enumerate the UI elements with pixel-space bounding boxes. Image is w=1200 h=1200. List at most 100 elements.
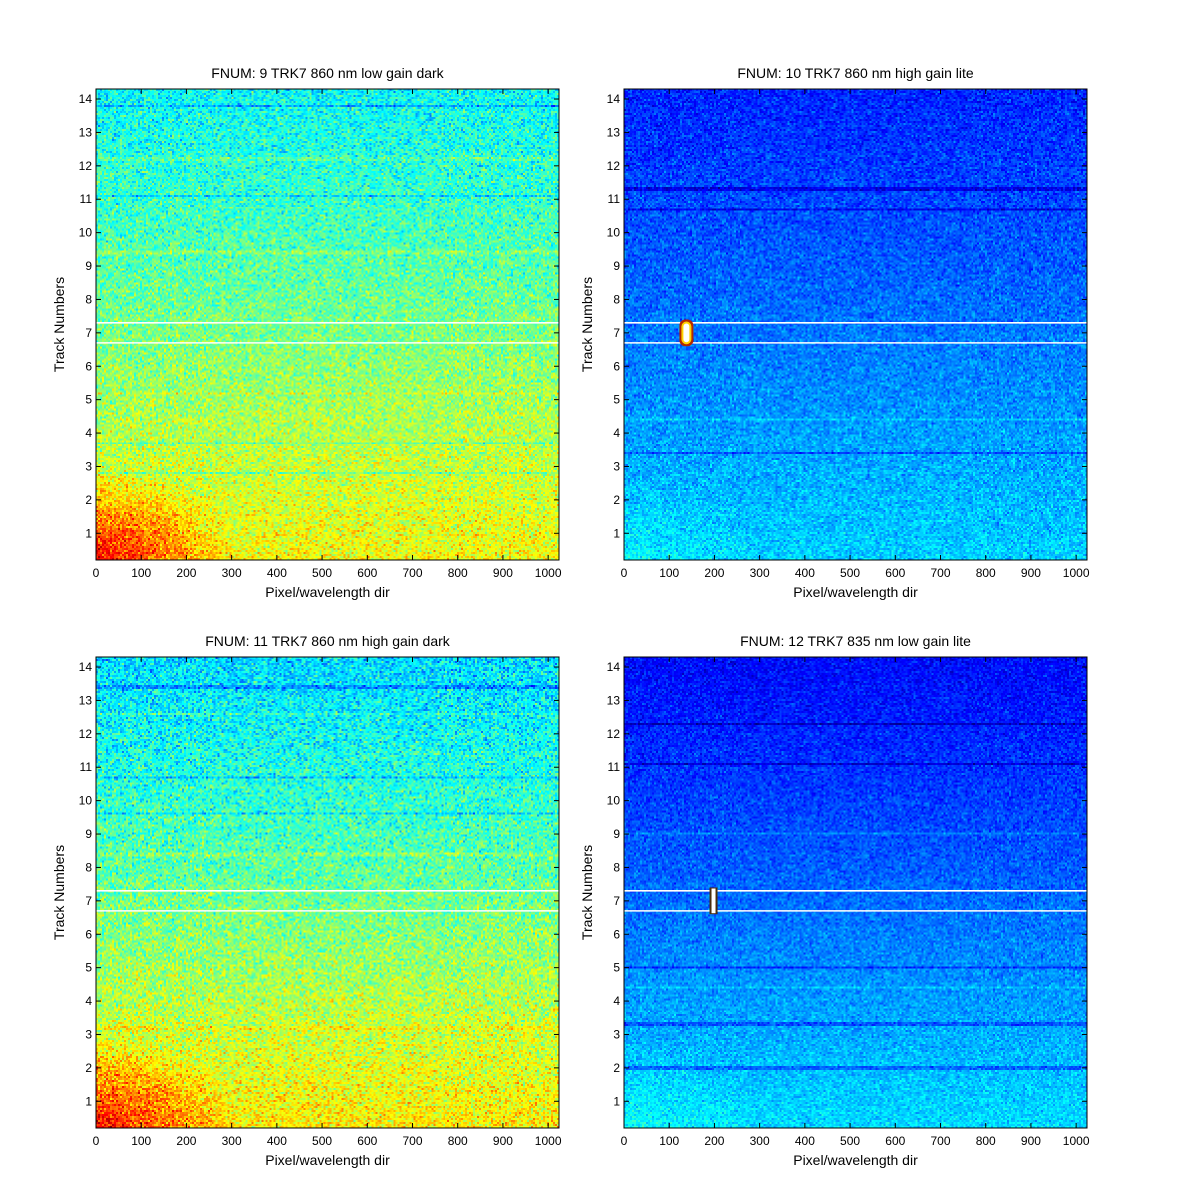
x-tick-label: 300 bbox=[750, 1134, 770, 1148]
x-tick-label: 500 bbox=[840, 1134, 860, 1148]
y-tick-label: 1 bbox=[613, 526, 620, 540]
x-tick-label: 900 bbox=[1021, 1134, 1041, 1148]
x-tick-label: 0 bbox=[93, 1134, 100, 1148]
x-tick-label: 400 bbox=[267, 1134, 287, 1148]
y-tick-label: 4 bbox=[613, 994, 620, 1008]
x-tick-label: 200 bbox=[704, 566, 724, 580]
y-tick-label: 12 bbox=[607, 159, 621, 173]
x-tick-label: 900 bbox=[1021, 566, 1041, 580]
y-axis-label: Track Numbers bbox=[51, 845, 67, 940]
x-tick-label: 1000 bbox=[1063, 566, 1090, 580]
x-tick-label: 0 bbox=[621, 1134, 628, 1148]
y-tick-label: 9 bbox=[85, 827, 92, 841]
x-tick-label: 800 bbox=[976, 1134, 996, 1148]
axes-frame bbox=[623, 88, 1088, 561]
y-tick-label: 13 bbox=[607, 693, 621, 707]
y-tick-label: 8 bbox=[85, 292, 92, 306]
panel-title: FNUM: 9 TRK7 860 nm low gain dark bbox=[211, 65, 444, 81]
y-tick-label: 9 bbox=[613, 259, 620, 273]
hot-spot-core bbox=[711, 888, 716, 914]
hot-spot-core bbox=[683, 323, 690, 343]
x-tick-label: 500 bbox=[840, 566, 860, 580]
y-tick-label: 11 bbox=[80, 760, 93, 774]
x-tick-label: 100 bbox=[659, 566, 679, 580]
x-tick-label: 500 bbox=[312, 566, 332, 580]
heatmap-image bbox=[96, 89, 559, 560]
y-axis-label: Track Numbers bbox=[51, 277, 67, 372]
y-tick-label: 1 bbox=[613, 1094, 620, 1108]
panel-title: FNUM: 11 TRK7 860 nm high gain dark bbox=[205, 633, 451, 649]
y-tick-label: 5 bbox=[85, 961, 92, 975]
x-tick-label: 600 bbox=[357, 1134, 377, 1148]
y-tick-label: 10 bbox=[79, 794, 93, 808]
y-tick-label: 8 bbox=[613, 860, 620, 874]
y-tick-label: 3 bbox=[85, 459, 92, 473]
x-tick-label: 400 bbox=[267, 566, 287, 580]
y-tick-label: 3 bbox=[613, 459, 620, 473]
x-tick-label: 700 bbox=[402, 1134, 422, 1148]
x-tick-label: 200 bbox=[176, 1134, 196, 1148]
y-tick-label: 2 bbox=[85, 493, 92, 507]
y-tick-label: 4 bbox=[85, 994, 92, 1008]
y-tick-label: 11 bbox=[608, 192, 621, 206]
x-tick-label: 700 bbox=[402, 566, 422, 580]
heatmap-panel-3: 0 100 200 300 400 500 600 700 800 900 100012345678… bbox=[51, 633, 562, 1168]
x-tick-label: 800 bbox=[448, 1134, 468, 1148]
y-tick-label: 6 bbox=[613, 359, 620, 373]
x-tick-label: 600 bbox=[357, 566, 377, 580]
y-tick-label: 9 bbox=[85, 259, 92, 273]
y-tick-label: 12 bbox=[79, 727, 93, 741]
y-tick-label: 7 bbox=[613, 894, 620, 908]
y-tick-label: 2 bbox=[613, 493, 620, 507]
x-axis-label: Pixel/wavelength dir bbox=[793, 584, 918, 600]
y-tick-label: 10 bbox=[607, 794, 621, 808]
y-tick-label: 14 bbox=[79, 660, 93, 674]
y-axis-label: Track Numbers bbox=[579, 277, 595, 372]
y-tick-label: 2 bbox=[613, 1061, 620, 1075]
y-tick-label: 7 bbox=[85, 894, 92, 908]
y-tick-label: 10 bbox=[607, 226, 621, 240]
axes-frame bbox=[95, 656, 560, 1129]
heatmap-image bbox=[96, 657, 559, 1128]
y-tick-label: 4 bbox=[613, 426, 620, 440]
y-tick-label: 4 bbox=[85, 426, 92, 440]
x-tick-label: 700 bbox=[930, 566, 950, 580]
y-tick-label: 14 bbox=[79, 92, 93, 106]
y-tick-label: 1 bbox=[85, 526, 92, 540]
y-tick-label: 14 bbox=[607, 660, 621, 674]
heatmap-panel-2: 0 100 200 300 400 500 600 700 800 900 100012345678… bbox=[579, 65, 1090, 600]
x-tick-label: 200 bbox=[704, 1134, 724, 1148]
y-tick-label: 5 bbox=[613, 961, 620, 975]
x-tick-label: 600 bbox=[885, 1134, 905, 1148]
y-tick-label: 11 bbox=[608, 760, 621, 774]
x-tick-label: 0 bbox=[621, 566, 628, 580]
x-tick-label: 100 bbox=[131, 1134, 151, 1148]
y-tick-label: 11 bbox=[80, 192, 93, 206]
y-tick-label: 8 bbox=[613, 292, 620, 306]
x-axis-label: Pixel/wavelength dir bbox=[265, 584, 390, 600]
y-tick-label: 7 bbox=[613, 326, 620, 340]
x-tick-label: 100 bbox=[659, 1134, 679, 1148]
y-tick-label: 5 bbox=[85, 393, 92, 407]
y-tick-label: 12 bbox=[607, 727, 621, 741]
x-axis-label: Pixel/wavelength dir bbox=[265, 1152, 390, 1168]
x-tick-label: 500 bbox=[312, 1134, 332, 1148]
y-tick-label: 13 bbox=[607, 125, 621, 139]
x-axis-label: Pixel/wavelength dir bbox=[793, 1152, 918, 1168]
y-tick-label: 7 bbox=[85, 326, 92, 340]
heatmap-panel-1: 0 100 200 300 400 500 600 700 800 900 100012345678… bbox=[51, 65, 562, 600]
x-tick-label: 200 bbox=[176, 566, 196, 580]
x-tick-label: 700 bbox=[930, 1134, 950, 1148]
x-tick-label: 100 bbox=[131, 566, 151, 580]
x-tick-label: 300 bbox=[750, 566, 770, 580]
x-tick-label: 400 bbox=[795, 1134, 815, 1148]
panel-title: FNUM: 10 TRK7 860 nm high gain lite bbox=[737, 65, 974, 81]
panel-title: FNUM: 12 TRK7 835 nm low gain lite bbox=[740, 633, 971, 649]
y-tick-label: 6 bbox=[85, 359, 92, 373]
heatmap-image bbox=[624, 657, 1087, 1128]
x-tick-label: 900 bbox=[493, 1134, 513, 1148]
x-tick-label: 300 bbox=[222, 566, 242, 580]
x-tick-label: 1000 bbox=[1063, 1134, 1090, 1148]
y-tick-label: 3 bbox=[613, 1027, 620, 1041]
